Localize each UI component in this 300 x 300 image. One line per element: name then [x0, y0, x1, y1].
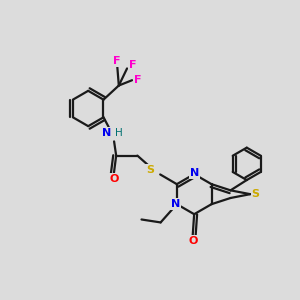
Text: N: N: [190, 168, 199, 178]
Text: O: O: [188, 236, 197, 246]
Text: N: N: [102, 128, 111, 138]
Text: F: F: [113, 56, 121, 66]
Text: F: F: [129, 61, 136, 70]
Text: H: H: [115, 128, 123, 138]
Text: S: S: [146, 165, 154, 175]
Text: O: O: [109, 174, 119, 184]
Text: S: S: [251, 189, 260, 199]
Text: F: F: [134, 75, 142, 85]
Text: N: N: [171, 199, 180, 209]
